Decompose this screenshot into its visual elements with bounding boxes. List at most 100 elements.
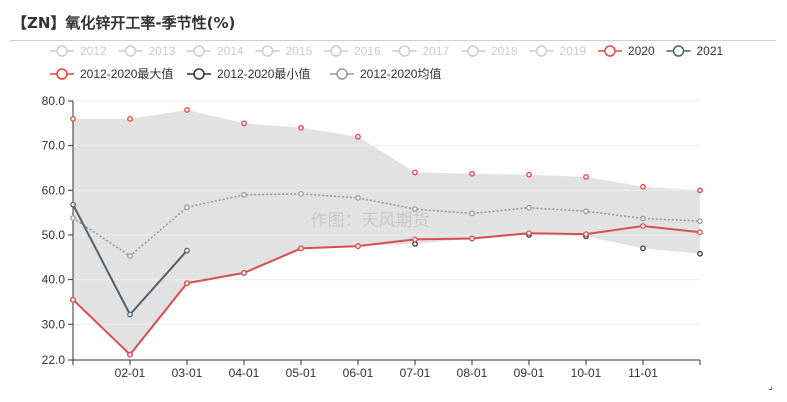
- series-2020: [70, 223, 703, 358]
- data-point: [355, 195, 361, 201]
- legend-circle-icon: [193, 45, 205, 57]
- data-point: [697, 250, 703, 257]
- data-point: [697, 229, 703, 236]
- legend-circle-icon: [330, 45, 342, 57]
- data-point: [412, 169, 418, 176]
- data-point: [583, 174, 589, 180]
- legend-label: 2017: [423, 44, 450, 58]
- legend-circle-icon: [336, 68, 348, 80]
- data-point: [412, 206, 418, 212]
- x-tick-label: 05-01: [286, 366, 317, 380]
- resize-corner-icon: ⌟: [768, 381, 773, 392]
- data-point: [241, 191, 247, 198]
- legend-circle-icon: [193, 68, 205, 80]
- legend-circle-icon: [56, 68, 68, 80]
- data-point: [127, 311, 133, 318]
- legend-item-2021[interactable]: 2021: [666, 44, 724, 58]
- data-point: [184, 204, 190, 211]
- chart-title: 【ZN】氧化锌开工率-季节性(%): [12, 14, 236, 32]
- series-2012-2020: [70, 191, 703, 259]
- legend-circle-icon: [124, 45, 137, 57]
- legend-label: 2012-2020最小值: [217, 66, 310, 81]
- legend-item-2013[interactable]: 2013: [118, 44, 176, 58]
- legend-label: 2012: [80, 44, 107, 58]
- legend-label: 2013: [149, 44, 176, 58]
- chart-series: [70, 107, 703, 358]
- data-point: [355, 243, 361, 249]
- data-point: [526, 171, 532, 178]
- legend-item-2015[interactable]: 2015: [255, 44, 313, 58]
- legend-label: 2020: [628, 44, 655, 58]
- x-tick-label: 07-01: [400, 366, 431, 380]
- max-min-range-band: [73, 109, 700, 355]
- legend-circle-icon: [535, 45, 548, 57]
- series-2012-2020: [70, 107, 703, 194]
- legend-item-2012-2020[interactable]: 2012-2020均值: [330, 66, 441, 81]
- y-tick-label: 22.0: [42, 353, 66, 367]
- data-point: [184, 107, 190, 113]
- series-line: [72, 193, 701, 258]
- data-point: [412, 241, 418, 247]
- legend-item-2012-2020[interactable]: 2012-2020最大值: [50, 66, 173, 81]
- data-point: [298, 191, 304, 197]
- data-point: [70, 116, 76, 122]
- data-point: [241, 270, 247, 276]
- legend-item-2019[interactable]: 2019: [529, 44, 587, 58]
- legend-label: 2012-2020均值: [360, 66, 441, 81]
- legend-label: 2014: [217, 44, 244, 58]
- data-point: [127, 253, 133, 259]
- legend-item-2020[interactable]: 2020: [598, 44, 655, 58]
- data-point: [298, 245, 304, 252]
- x-tick-label: 03-01: [172, 366, 203, 380]
- y-tick-label: 80.0: [42, 94, 66, 108]
- x-tick-label: 06-01: [343, 366, 374, 380]
- legend-circle-icon: [672, 45, 685, 57]
- data-point: [640, 245, 646, 252]
- x-tick-label: 08-01: [457, 366, 488, 380]
- data-point: [469, 210, 475, 217]
- title-divider: [10, 40, 776, 41]
- data-point: [70, 201, 76, 208]
- data-point: [298, 124, 304, 131]
- legend-item-2017[interactable]: 2017: [392, 44, 450, 58]
- legend-circle-icon: [261, 45, 274, 57]
- legend-item-2012-2020[interactable]: 2012-2020最小值: [187, 66, 310, 81]
- data-point: [640, 223, 646, 229]
- legend-item-2012[interactable]: 2012: [50, 44, 107, 58]
- legend-item-2018[interactable]: 2018: [461, 44, 518, 58]
- x-tick-label: 11-01: [628, 366, 658, 380]
- x-tick-label: 04-01: [229, 366, 260, 380]
- legend-circle-icon: [604, 45, 616, 57]
- data-point: [70, 296, 76, 303]
- data-point: [184, 247, 190, 254]
- series-line: [72, 224, 701, 357]
- legend-item-2014[interactable]: 2014: [187, 44, 244, 58]
- legend-item-2016[interactable]: 2016: [324, 44, 381, 58]
- legend-circle-icon: [467, 45, 479, 57]
- series-2021: [70, 201, 190, 318]
- y-tick-label: 70.0: [42, 139, 66, 153]
- legend-label: 2015: [286, 44, 313, 58]
- x-tick-label: 09-01: [514, 366, 545, 380]
- data-point: [70, 215, 76, 221]
- data-point: [640, 183, 646, 190]
- data-point: [184, 280, 190, 287]
- legend-label: 2018: [491, 44, 518, 58]
- data-point: [355, 133, 361, 140]
- data-point: [697, 187, 703, 194]
- y-tick-label: 60.0: [42, 183, 66, 197]
- legend-label: 2019: [560, 44, 587, 58]
- data-point: [412, 236, 418, 243]
- y-tick-label: 40.0: [42, 273, 66, 287]
- data-point: [640, 215, 646, 222]
- y-tick-label: 50.0: [42, 228, 66, 242]
- data-point: [583, 208, 589, 215]
- x-tick-label: 10-01: [571, 366, 602, 380]
- x-tick-label: 02-01: [115, 366, 146, 380]
- data-point: [469, 170, 475, 177]
- data-point: [241, 120, 247, 127]
- data-point: [127, 116, 133, 122]
- legend-label: 2016: [354, 44, 381, 58]
- data-point: [526, 204, 532, 211]
